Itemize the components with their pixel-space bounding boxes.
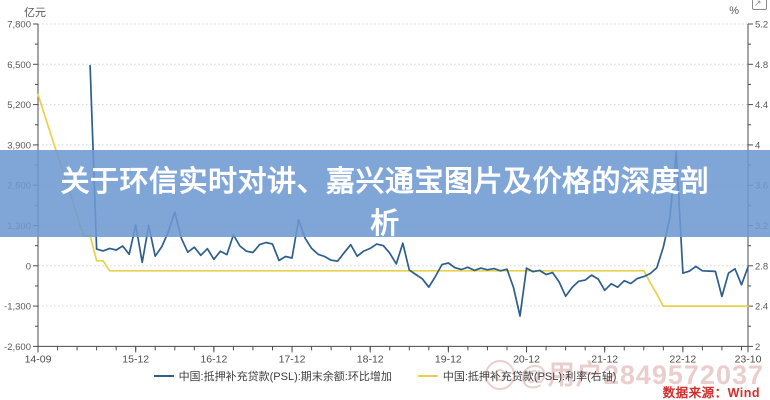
svg-text:3,900: 3,900 <box>7 140 31 151</box>
svg-text:23-10: 23-10 <box>735 353 762 365</box>
title-banner: 关于环信实时对讲、嘉兴通宝图片及价格的深度剖析 <box>0 150 770 240</box>
data-source-label: 数据来源：Wind <box>662 386 760 400</box>
legend-label: 中国:抵押补充贷款(PSL):期末余额:环比增加 <box>178 371 392 383</box>
svg-text:21-12: 21-12 <box>591 353 618 365</box>
svg-text:4: 4 <box>755 140 760 151</box>
legend-item-psl-rate: 中国:抵押补充贷款(PSL):利率(右轴) <box>417 368 617 384</box>
svg-text:2: 2 <box>755 342 760 353</box>
svg-text:-2,600: -2,600 <box>4 342 31 353</box>
user-watermark: @用户2849572037 <box>484 360 765 390</box>
svg-text:20-12: 20-12 <box>513 353 540 365</box>
expand-icon-glyph: ↗ <box>754 0 762 8</box>
svg-text:5.2: 5.2 <box>755 20 768 31</box>
chart-legend: 中国:抵押补充贷款(PSL):期末余额:环比增加 中国:抵押补充贷款(PSL):… <box>0 368 770 384</box>
svg-text:22-12: 22-12 <box>669 353 696 365</box>
svg-text:14-09: 14-09 <box>25 353 52 365</box>
svg-text:19-12: 19-12 <box>435 353 462 365</box>
svg-text:-1,300: -1,300 <box>4 302 31 313</box>
legend-item-psl-balance-change: 中国:抵押补充贷款(PSL):期末余额:环比增加 <box>153 368 392 384</box>
legend-swatch-blue <box>153 375 174 377</box>
svg-text:7,800: 7,800 <box>7 20 31 31</box>
svg-text:0: 0 <box>26 261 31 272</box>
svg-text:2.4: 2.4 <box>755 302 768 313</box>
legend-label: 中国:抵押补充贷款(PSL):利率(右轴) <box>442 371 617 383</box>
weibo-eye-icon <box>484 360 515 390</box>
left-axis-unit-label: 亿元 <box>24 7 46 19</box>
watermark-handle: @用户2849572037 <box>520 360 764 390</box>
svg-text:4.8: 4.8 <box>755 60 768 71</box>
page-title: 关于环信实时对讲、嘉兴通宝图片及价格的深度剖析 <box>60 166 710 240</box>
svg-text:4.4: 4.4 <box>755 100 768 111</box>
svg-text:16-12: 16-12 <box>200 353 227 365</box>
svg-text:18-12: 18-12 <box>357 353 384 365</box>
expand-icon[interactable]: ↗ <box>752 0 767 10</box>
svg-text:6,500: 6,500 <box>7 60 31 71</box>
svg-text:2.8: 2.8 <box>755 261 768 272</box>
svg-text:17-12: 17-12 <box>279 353 306 365</box>
svg-text:15-12: 15-12 <box>122 353 149 365</box>
right-axis-unit-label: % <box>729 5 739 17</box>
legend-swatch-yellow <box>417 375 438 377</box>
svg-text:5,200: 5,200 <box>7 100 31 111</box>
